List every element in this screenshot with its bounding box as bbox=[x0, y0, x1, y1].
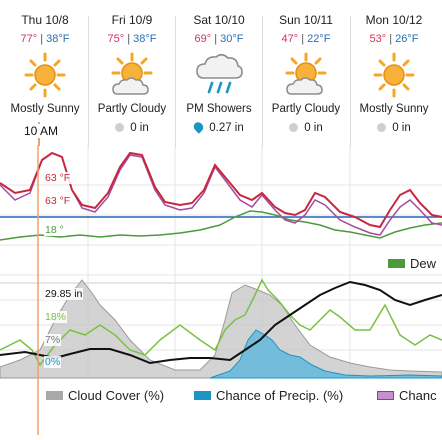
chart-legend: Cloud Cover (%) Chance of Precip. (%) Ch… bbox=[0, 388, 442, 408]
day-condition: Partly Cloudy bbox=[97, 103, 167, 115]
high-temp: 53° bbox=[369, 33, 387, 45]
precip-area bbox=[209, 329, 442, 379]
rain-cloud-icon bbox=[194, 52, 244, 98]
temperature-value-label: 63 °F bbox=[44, 172, 72, 184]
high-temp: 47° bbox=[281, 33, 299, 45]
pressure-value-label: 29.85 in bbox=[44, 288, 84, 300]
day-column[interactable]: Mon 10/12 53° | 26°F Mostly Sunny 0 in bbox=[351, 8, 437, 150]
dew-point-value-label: 18 ° bbox=[44, 224, 65, 236]
low-temp: 38°F bbox=[133, 33, 157, 45]
high-temp: 77° bbox=[20, 33, 38, 45]
day-condition: Mostly Sunny bbox=[10, 103, 80, 115]
legend-cloud-cover[interactable]: Cloud Cover (%) bbox=[46, 388, 164, 403]
day-column[interactable]: Sun 10/11 47° | 22°F Partly Cloudy 0 in bbox=[263, 8, 349, 150]
day-condition: Mostly Sunny bbox=[359, 103, 429, 115]
day-name: Thu 10/8 bbox=[21, 13, 69, 27]
sun-icon bbox=[369, 52, 419, 98]
forecast-charts bbox=[0, 145, 442, 435]
day-temps: 75° | 38°F bbox=[107, 33, 157, 45]
divider bbox=[88, 16, 89, 148]
day-column[interactable]: Sat 10/10 69° | 30°F PM Showers 0.27 in bbox=[176, 8, 262, 150]
dew-point-line bbox=[0, 210, 442, 241]
forecast-days: Thu 10/8 77° | 38°F Mostly Sunny Fri 10/9 75… bbox=[0, 8, 442, 150]
cursor-time-label: 10 AM bbox=[22, 124, 61, 138]
day-precip: 0.27 in bbox=[176, 120, 262, 134]
day-name: Fri 10/9 bbox=[111, 13, 153, 27]
precip-amount: 0 in bbox=[130, 122, 149, 134]
day-condition: PM Showers bbox=[186, 103, 252, 115]
day-name: Sat 10/10 bbox=[193, 13, 245, 27]
legend-precip-label: Chance of Precip. (%) bbox=[216, 388, 344, 403]
day-condition: Partly Cloudy bbox=[271, 103, 341, 115]
high-temp: 69° bbox=[194, 33, 212, 45]
day-precip: 0 in bbox=[89, 122, 175, 134]
precip-value-label: 0% bbox=[44, 356, 62, 368]
divider bbox=[175, 16, 176, 148]
legend-dew-label: Dew bbox=[410, 256, 437, 271]
day-name: Mon 10/12 bbox=[365, 13, 423, 27]
day-temps: 69° | 30°F bbox=[194, 33, 244, 45]
day-name: Sun 10/11 bbox=[279, 13, 333, 27]
precip-amount: 0 in bbox=[304, 122, 323, 134]
cloud-cover-value-label: 7% bbox=[44, 334, 62, 346]
partly-cloudy-icon bbox=[281, 52, 331, 98]
low-temp: 26°F bbox=[395, 33, 419, 45]
humidity-value-label: 18% bbox=[44, 311, 68, 323]
day-column[interactable]: Fri 10/9 75° | 38°F Partly Cloudy 0 in bbox=[89, 8, 175, 150]
temperature-line bbox=[0, 151, 442, 229]
legend-other-label: Chanc bbox=[399, 388, 437, 403]
pressure-line bbox=[0, 280, 442, 365]
day-temps: 53° | 26°F bbox=[369, 33, 419, 45]
sun-icon bbox=[20, 52, 70, 98]
raindrop-icon bbox=[192, 120, 206, 134]
day-column[interactable]: Thu 10/8 77° | 38°F Mostly Sunny bbox=[2, 8, 88, 150]
divider bbox=[262, 16, 263, 148]
day-precip: 0 in bbox=[263, 122, 349, 134]
dry-icon bbox=[115, 123, 125, 132]
dry-icon bbox=[377, 123, 387, 132]
high-temp: 75° bbox=[107, 33, 125, 45]
partly-cloudy-icon bbox=[107, 52, 157, 98]
day-precip: 0 in bbox=[351, 122, 437, 134]
divider bbox=[350, 16, 351, 148]
low-temp: 38°F bbox=[46, 33, 70, 45]
low-temp: 22°F bbox=[307, 33, 331, 45]
day-temps: 47° | 22°F bbox=[281, 33, 331, 45]
low-temp: 30°F bbox=[220, 33, 244, 45]
grid bbox=[0, 145, 442, 379]
legend-dew-point[interactable]: Dew bbox=[388, 256, 436, 271]
humidity-line bbox=[0, 278, 442, 367]
precip-amount: 0 in bbox=[392, 122, 411, 134]
chart-svg bbox=[0, 145, 442, 435]
feels-like-line bbox=[0, 152, 442, 236]
legend-chance-other[interactable]: Chanc bbox=[377, 388, 437, 403]
day-temps: 77° | 38°F bbox=[20, 33, 70, 45]
legend-chance-precip[interactable]: Chance of Precip. (%) bbox=[194, 388, 343, 403]
precip-amount: 0.27 in bbox=[209, 122, 244, 134]
dry-icon bbox=[289, 123, 299, 132]
legend-cloud-label: Cloud Cover (%) bbox=[68, 388, 165, 403]
feels-like-value-label: 63 °F bbox=[44, 195, 72, 207]
